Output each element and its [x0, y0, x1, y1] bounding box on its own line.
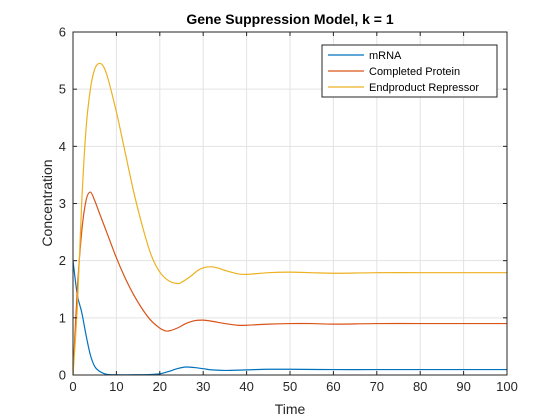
x-tick-label: 40: [239, 379, 253, 394]
series-lines: [73, 62, 507, 375]
legend: mRNA Completed Protein Endproduct Represso…: [321, 44, 498, 98]
legend-entry-endproduct-repressor: Endproduct Repressor: [328, 82, 479, 94]
x-tick-label: 0: [69, 379, 76, 394]
series-line-completed-protein: [73, 191, 507, 375]
legend-label: mRNA: [369, 50, 402, 62]
y-tick-label: 1: [59, 310, 66, 325]
axes: [72, 31, 508, 376]
axes-box: [72, 31, 508, 376]
y-tick-label: 5: [59, 82, 66, 97]
tick-labels: 0 10 20 30 40 50 60 70 80 90 100 0 1 2 3 4 5 6: [59, 25, 518, 395]
x-tick-label: 90: [456, 379, 470, 394]
x-tick-label: 80: [413, 379, 427, 394]
x-tick-label: 60: [326, 379, 340, 394]
legend-entry-completed-protein: Completed Protein: [328, 66, 460, 78]
chart-title: Gene Suppression Model, k = 1: [186, 11, 394, 27]
y-tick-label: 2: [59, 253, 66, 268]
x-tick-label: 20: [153, 379, 167, 394]
x-tick-label: 70: [370, 379, 384, 394]
legend-entry-mrna: mRNA: [328, 50, 402, 62]
x-tick-label: 100: [496, 379, 518, 394]
y-tick-label: 0: [59, 368, 66, 383]
series-line-endproduct-repressor: [73, 62, 507, 375]
x-tick-label: 10: [109, 379, 123, 394]
y-axis-title: Concentration: [39, 159, 55, 246]
x-tick-label: 30: [196, 379, 210, 394]
y-tick-label: 6: [59, 25, 66, 40]
y-tick-label: 3: [59, 196, 66, 211]
x-tick-label: 50: [283, 379, 297, 394]
legend-box: [321, 44, 498, 98]
series-line-mrna: [73, 260, 507, 375]
legend-label: Endproduct Repressor: [369, 82, 479, 94]
y-tick-label: 4: [59, 139, 66, 154]
x-axis-title: Time: [275, 401, 306, 417]
legend-label: Completed Protein: [369, 66, 460, 78]
